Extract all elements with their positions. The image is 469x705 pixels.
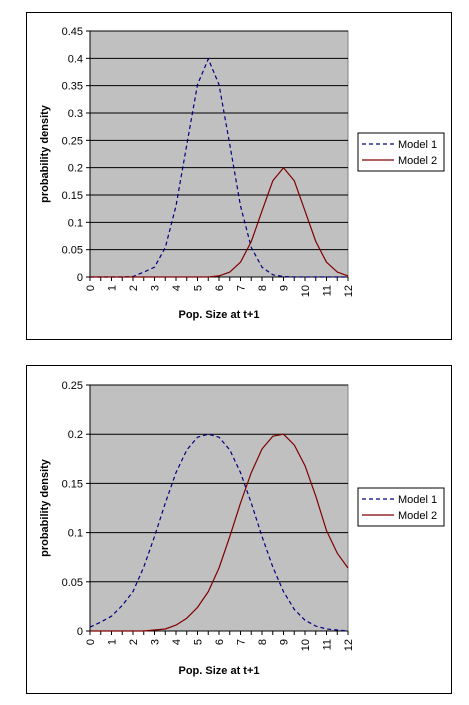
y-tick-label: 0.2 [68, 429, 83, 441]
y-tick-label: 0 [77, 272, 83, 284]
y-axis-title: probability density [39, 104, 51, 203]
x-tick-label: 6 [214, 285, 226, 291]
series-line-1 [89, 433, 349, 632]
x-tick-label: 8 [257, 639, 269, 645]
y-tick-label: 0.3 [68, 108, 83, 120]
y-tick-label: 0.05 [62, 245, 83, 257]
y-tick-label: 0.4 [68, 53, 83, 65]
legend-label-1: Model 1 [398, 139, 437, 151]
x-tick-label: 8 [257, 285, 269, 291]
legend-label-2: Model 2 [398, 510, 437, 522]
x-tick-label: 5 [193, 285, 205, 291]
chart-panel-2: 0 0.05 0.1 0.15 0.2 0.25 0 1 2 3 4 5 6 7 8 9 10 11 12 Pop. … [26, 365, 452, 694]
y-tick-label: 0.2 [68, 163, 83, 175]
legend-label-2: Model 2 [398, 155, 437, 167]
y-tick-label: 0.35 [62, 81, 83, 93]
y-axis-title: probability density [39, 458, 51, 557]
x-tick-label: 0 [85, 285, 97, 291]
x-tick-label: 7 [236, 285, 248, 291]
x-tick-label: 12 [343, 639, 355, 651]
x-tick-label: 11 [322, 285, 334, 296]
y-tick-label: 0.15 [62, 190, 83, 202]
chart-panel-1: 0 0.05 0.1 0.15 0.2 0.25 0.3 0.35 0.4 0.45 0 1 2 3 4 5 6… [26, 12, 452, 340]
y-tick-label: 0 [77, 626, 83, 638]
y-tick-label: 0.25 [62, 380, 83, 392]
x-tick-label: 1 [107, 285, 119, 291]
x-tick-label: 12 [343, 285, 355, 297]
x-tick-label: 0 [85, 639, 97, 645]
plot-area [89, 384, 349, 632]
y-tick-label: 0.1 [68, 217, 83, 229]
series-line-2 [90, 167, 349, 278]
y-tick-label: 0.15 [62, 478, 83, 490]
chart-2-svg: 00.050.10.150.20.250 1 2 3 4 5 6 7 8 9 10 11 12Pop. … [39, 380, 445, 677]
x-tick-label: 2 [128, 639, 140, 645]
y-tick-label: 0.1 [68, 528, 83, 540]
legend-box [357, 132, 445, 172]
x-tick-label: 9 [279, 639, 291, 645]
legend-label-1: Model 1 [398, 494, 437, 506]
x-tick-label: 6 [214, 639, 226, 645]
x-tick-label: 4 [171, 639, 183, 645]
series-line-2 [90, 433, 349, 632]
x-axis-title: Pop. Size at t+1 [179, 309, 260, 321]
x-tick-label: 10 [300, 639, 312, 651]
x-tick-label: 1 [107, 639, 119, 645]
x-tick-label: 7 [236, 639, 248, 645]
x-tick-label: 3 [150, 639, 162, 645]
y-tick-label: 0.25 [62, 135, 83, 147]
x-tick-label: 10 [300, 285, 312, 297]
x-tick-label: 9 [279, 285, 291, 291]
plot-area [89, 30, 349, 278]
x-tick-label: 4 [171, 285, 183, 291]
x-tick-label: 2 [128, 285, 140, 291]
legend-box [357, 487, 445, 527]
x-tick-label: 3 [150, 285, 162, 291]
x-axis-title: Pop. Size at t+1 [179, 665, 260, 677]
y-tick-label: 0.45 [62, 26, 83, 38]
x-tick-label: 11 [322, 639, 334, 650]
y-tick-label: 0.05 [62, 577, 83, 589]
chart-1-svg: 00.050.10.150.20.250.30.350.40.450 1 2 3 4 5 6… [39, 26, 445, 321]
x-tick-label: 5 [193, 639, 205, 645]
